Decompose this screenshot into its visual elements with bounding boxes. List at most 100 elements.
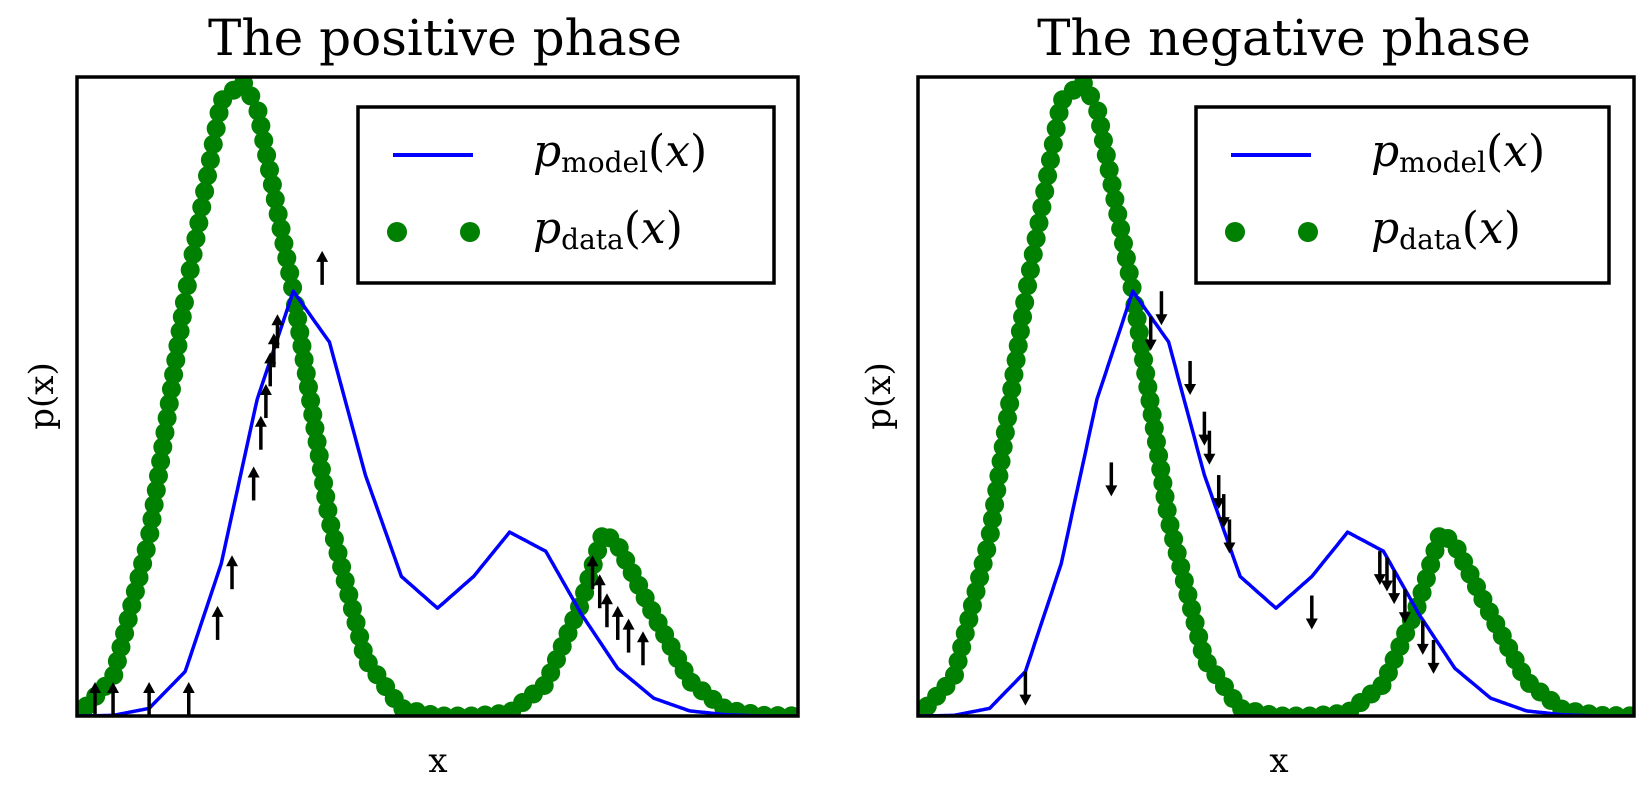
data-point	[277, 248, 297, 268]
data-point	[1035, 181, 1055, 201]
arrow	[1373, 551, 1386, 586]
chart-title: The negative phase	[1037, 9, 1531, 67]
arrow	[226, 555, 239, 590]
data-point	[1108, 204, 1128, 224]
arrow	[259, 384, 272, 419]
chart-panel-negative: The negative phase p(x) x pmodel(x) pdat…	[859, 9, 1636, 781]
arrow	[1217, 494, 1230, 529]
data-point	[985, 495, 1005, 515]
arrow	[1144, 316, 1157, 351]
data-point	[159, 394, 179, 414]
data-point	[980, 524, 1000, 544]
data-point	[168, 336, 188, 356]
data-point	[146, 480, 166, 500]
arrow-group	[89, 250, 649, 716]
plot-area	[77, 77, 798, 716]
arrow	[1380, 557, 1393, 592]
plot-area	[918, 77, 1634, 716]
arrow	[316, 250, 329, 285]
data-point	[995, 422, 1015, 442]
chart-panel-positive: The positive phase p(x) x pmodel(x) pdat…	[22, 9, 800, 781]
data-point	[977, 540, 997, 560]
data-point	[177, 276, 197, 296]
data-point	[1157, 500, 1177, 520]
data-point	[1111, 219, 1131, 239]
data-point	[136, 540, 156, 560]
data-point	[998, 408, 1017, 428]
arrow	[211, 605, 224, 640]
data-point	[1020, 260, 1040, 280]
arrow	[182, 682, 195, 716]
arrow-group	[1019, 291, 1440, 706]
data-point	[1122, 278, 1142, 298]
data-point	[144, 495, 164, 515]
data-point	[153, 437, 173, 457]
legend-dot-swatch	[1298, 222, 1318, 242]
data-point	[283, 278, 303, 298]
data-point	[180, 260, 200, 280]
plot-frame	[916, 75, 1636, 718]
data-point	[203, 134, 223, 154]
arrow	[1019, 671, 1032, 706]
data-point	[274, 233, 294, 253]
legend: pmodel(x) pdata(x)	[1194, 105, 1611, 285]
data-point	[241, 86, 261, 106]
data-point	[198, 166, 218, 186]
data-point	[1008, 336, 1028, 356]
data-point	[1013, 307, 1033, 327]
data-point	[1043, 134, 1063, 154]
y-axis-label: p(x)	[22, 362, 62, 429]
data-point	[161, 379, 181, 399]
legend-dot-swatch	[387, 222, 407, 242]
arrow	[1184, 360, 1197, 395]
arrow	[89, 682, 102, 716]
arrow	[622, 618, 635, 653]
data-point	[782, 706, 798, 716]
arrow	[247, 466, 260, 501]
x-axis-label: x	[428, 741, 447, 781]
data-point	[1099, 160, 1119, 180]
legend-dot-swatch	[460, 222, 480, 242]
arrow	[636, 631, 649, 666]
series-model-line	[918, 289, 1634, 716]
data-point	[1105, 189, 1125, 209]
arrow	[593, 574, 606, 609]
plot-frame	[75, 75, 800, 718]
x-axis-label: x	[1269, 741, 1288, 781]
data-point	[251, 116, 271, 136]
arrow	[611, 605, 624, 640]
data-point	[254, 130, 274, 150]
data-point	[1040, 150, 1060, 170]
data-point	[1119, 263, 1139, 283]
legend-box	[1194, 105, 1611, 285]
data-point	[1010, 321, 1030, 341]
data-point	[1023, 244, 1043, 264]
arrow	[1427, 639, 1440, 674]
arrow	[107, 682, 120, 716]
data-point	[192, 197, 212, 217]
data-point	[1046, 119, 1066, 139]
arrow	[143, 682, 156, 716]
data-point	[318, 500, 338, 520]
data-point	[200, 150, 220, 170]
arrow	[1416, 620, 1429, 655]
series-model-line	[77, 289, 798, 716]
arrow	[1212, 475, 1225, 510]
chart-title: The positive phase	[208, 9, 682, 67]
arrow	[254, 415, 267, 450]
data-point	[1102, 175, 1122, 195]
data-point	[195, 181, 215, 201]
data-point	[151, 451, 171, 471]
legend-label-data: pdata(x)	[1371, 203, 1521, 256]
data-point	[155, 422, 175, 442]
data-point	[1026, 229, 1046, 249]
data-point	[987, 480, 1007, 500]
data-point	[260, 160, 280, 180]
legend-label-model: pmodel(x)	[1371, 126, 1545, 179]
data-point	[1004, 365, 1024, 385]
arrow	[1105, 462, 1118, 497]
data-point	[993, 437, 1013, 457]
data-point	[140, 524, 160, 544]
data-point	[174, 292, 194, 312]
